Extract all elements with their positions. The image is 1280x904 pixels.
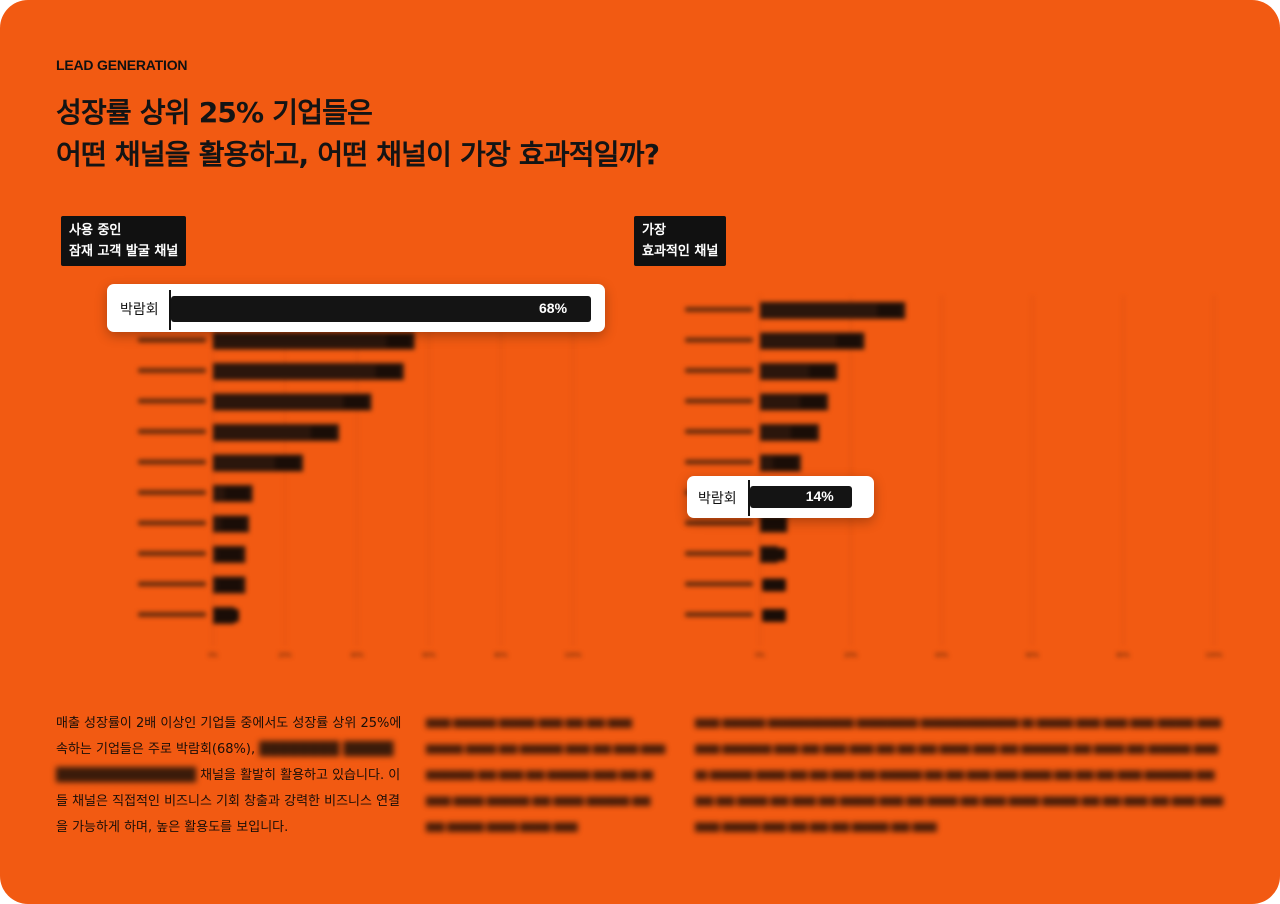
bar-value-label <box>217 578 242 592</box>
category-label <box>685 307 753 312</box>
highlight-right-label: 박람회 <box>698 491 737 507</box>
page-title: 성장률 상위 25% 기업들은 어떤 채널을 활용하고, 어떤 채널이 가장 효… <box>56 92 660 176</box>
category-label <box>685 612 753 617</box>
highlight-left-bar <box>171 296 591 322</box>
bar-value-label <box>221 517 245 531</box>
bar-value-label <box>791 426 816 439</box>
highlight-row-left: 박람회 68% <box>107 284 605 332</box>
bar <box>213 424 339 441</box>
bar-value-label <box>375 365 400 378</box>
bar-value-label <box>762 517 786 531</box>
category-label <box>138 520 206 526</box>
bar-value-label <box>762 578 786 592</box>
bar-value-label <box>877 304 902 317</box>
bar <box>213 363 404 380</box>
highlight-right-axis-line <box>748 480 750 516</box>
category-label <box>138 581 206 587</box>
highlight-right-bar <box>750 486 852 508</box>
bar-value-label <box>343 395 368 409</box>
x-tick-label: 0% <box>208 652 218 659</box>
x-tick-label: 20% <box>844 652 858 659</box>
summary-text-part-2: 채널을 활발히 활용하고 있습니다. 이들 채널은 직접적인 비즈니스 기회 창… <box>56 768 401 835</box>
x-tick-label: 40% <box>935 652 949 659</box>
tag-right-line-2: 효과적인 채널 <box>642 244 719 259</box>
highlight-left-value: 68% <box>539 300 568 316</box>
category-label <box>138 429 206 434</box>
category-label <box>138 368 206 373</box>
category-label <box>685 398 753 404</box>
x-tick-label: 40% <box>350 652 364 659</box>
bar <box>760 302 906 319</box>
highlight-left-axis-line <box>169 290 171 330</box>
bar-value-label <box>772 456 797 470</box>
bar-value-label <box>800 395 825 409</box>
chart-tag-most-effective: 가장 효과적인 채널 <box>634 216 727 266</box>
category-label <box>138 337 206 343</box>
bar-value-label <box>311 426 335 439</box>
category-label <box>685 520 753 526</box>
category-label <box>685 459 753 465</box>
x-tick-label: 0% <box>755 652 765 659</box>
category-label <box>138 398 206 404</box>
x-tick-label: 100% <box>564 652 581 659</box>
bar-value-label <box>215 609 239 622</box>
category-label <box>138 612 206 617</box>
bar <box>213 393 372 411</box>
x-tick-label: 60% <box>422 652 436 659</box>
category-label <box>685 581 753 587</box>
chart-most-effective: 0% 20% 40% 60% 80% 100% <box>685 296 1223 659</box>
highlight-row-right: 박람회 14% <box>687 476 874 518</box>
tag-left-line-2: 잠재 고객 발굴 채널 <box>69 244 179 259</box>
category-label <box>685 429 753 434</box>
highlight-right-value: 14% <box>805 488 834 504</box>
summary-text-part-1: 매출 성장률이 2배 이상인 기업들 중에서도 성장률 상위 25%에 속하는 … <box>56 716 402 757</box>
bar-value-label <box>224 487 249 500</box>
section-eyebrow: LEAD GENERATION <box>56 57 188 73</box>
summary-paragraph: 매출 성장률이 2배 이상인 기업들 중에서도 성장률 상위 25%에 속하는 … <box>56 711 404 841</box>
bar-value-label <box>217 548 242 561</box>
bar <box>213 332 415 350</box>
redacted-text: ████████ █████ ██████████████ <box>56 742 394 783</box>
blurred-paragraph-middle: ████ ███████ ██████ ████ ███ ███ ████ ██… <box>426 719 666 832</box>
title-line-2: 어떤 채널을 활용하고, 어떤 채널이 가장 효과적일까? <box>56 138 660 171</box>
category-label <box>685 337 753 343</box>
bar-value-label <box>275 456 299 470</box>
x-tick-label: 20% <box>278 652 292 659</box>
title-line-1: 성장률 상위 25% 기업들은 <box>56 96 373 129</box>
category-label <box>685 551 753 556</box>
category-label <box>138 551 206 556</box>
bar-value-label <box>386 334 411 348</box>
category-label <box>138 490 206 495</box>
blurred-paragraph-right: ████ ███████ ██████████████ ██████████ █… <box>695 719 1224 832</box>
tag-left-line-1: 사용 중인 <box>69 223 122 238</box>
x-tick-label: 60% <box>1026 652 1040 659</box>
category-label <box>138 459 206 465</box>
tag-right-line-1: 가장 <box>642 223 666 238</box>
x-tick-label: 80% <box>1117 652 1131 659</box>
bar-value-label <box>836 334 861 348</box>
highlight-left-label: 박람회 <box>120 302 159 318</box>
bar-value-label <box>762 609 786 622</box>
category-label <box>685 368 753 373</box>
bar-value-label <box>809 365 834 378</box>
x-tick-label: 100% <box>1205 652 1222 659</box>
chart-tag-channels-used: 사용 중인 잠재 고객 발굴 채널 <box>61 216 187 266</box>
bar-value-label <box>762 548 786 561</box>
x-tick-label: 80% <box>494 652 508 659</box>
